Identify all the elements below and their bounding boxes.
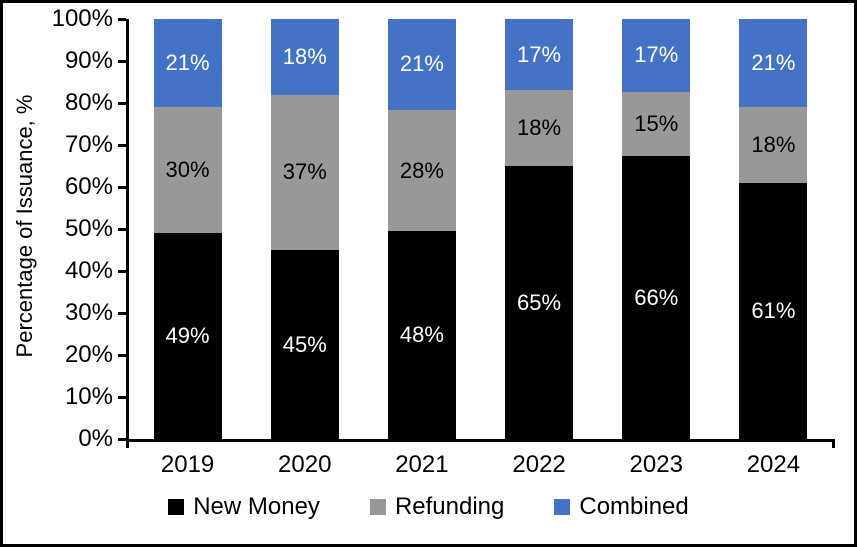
y-axis-tick-label: 60% [64, 173, 113, 200]
data-label: 65% [517, 289, 562, 315]
data-label: 37% [282, 159, 327, 185]
y-axis-tick-label: 80% [64, 89, 113, 116]
x-axis-label: 2022 [512, 451, 566, 478]
bar-segment-combined: 17% [622, 19, 691, 92]
data-label: 61% [751, 297, 796, 323]
bar-segment-refunding: 28% [387, 109, 456, 232]
y-axis-tick [118, 269, 126, 273]
legend-item-new-money: New Money [168, 493, 320, 521]
legend-item-refunding: Refunding [369, 493, 505, 521]
bar-segment-combined: 21% [153, 19, 222, 108]
bar-segment-new-money: 45% [270, 250, 339, 439]
legend-swatch-refunding [369, 499, 386, 515]
data-label: 18% [517, 115, 562, 141]
x-axis-label: 2023 [629, 451, 683, 478]
bar-segment-new-money: 49% [153, 233, 222, 439]
bar-segment-refunding: 30% [153, 107, 222, 234]
bar-segment-new-money: 48% [387, 231, 456, 439]
y-axis-tick [118, 437, 126, 441]
data-label: 18% [751, 132, 796, 158]
data-label: 17% [517, 41, 562, 67]
x-axis-line [126, 439, 835, 442]
legend: New Money Refunding Combined [3, 493, 854, 521]
y-axis-tick [118, 395, 126, 399]
data-label: 18% [282, 43, 327, 69]
stacked-bar-2020: 18% 37% 45% [270, 19, 339, 439]
stacked-bar-2024: 21% 18% 61% [739, 19, 808, 439]
y-axis-tick [118, 185, 126, 189]
plot-area: 21% 30% 49% 18% 37% 45% 21% 28% 48% 17% 18% 65% 17% 1… [129, 19, 832, 439]
y-axis-tick [118, 227, 126, 231]
x-axis-label: 2021 [395, 451, 449, 478]
x-axis-label: 2019 [160, 451, 215, 478]
data-label: 21% [751, 50, 796, 76]
data-label: 28% [399, 157, 444, 183]
y-axis-tick-label: 0% [78, 425, 113, 452]
y-axis-tick [118, 353, 126, 357]
y-axis-tick-label: 10% [64, 383, 113, 410]
y-axis-tick [118, 17, 126, 21]
y-axis-tick-label: 100% [51, 5, 113, 32]
y-axis-tick-label: 40% [64, 257, 113, 284]
data-label: 21% [399, 51, 444, 77]
y-axis-tick-label: 50% [64, 215, 113, 242]
data-label: 48% [399, 322, 444, 348]
bar-segment-refunding: 18% [739, 107, 808, 183]
legend-item-combined: Combined [554, 493, 689, 521]
bar-segment-refunding: 37% [270, 94, 339, 250]
legend-label: Combined [579, 493, 689, 520]
bar-segment-refunding: 15% [622, 91, 691, 157]
y-axis-tick-label: 30% [64, 299, 113, 326]
bar-segment-new-money: 66% [622, 156, 691, 439]
bar-segment-new-money: 61% [739, 182, 808, 439]
y-axis-tick [118, 59, 126, 63]
stacked-bar-2019: 21% 30% 49% [153, 19, 222, 439]
y-axis-tick-label: 90% [64, 47, 113, 74]
bar-segment-refunding: 18% [505, 90, 574, 166]
legend-label: Refunding [394, 493, 505, 520]
stacked-bar-2021: 21% 28% 48% [387, 19, 456, 439]
legend-label: New Money [193, 493, 320, 520]
bar-segment-combined: 17% [505, 19, 574, 91]
bar-segment-new-money: 65% [505, 166, 574, 439]
legend-swatch-new-money [168, 499, 185, 515]
stacked-bar-2022: 17% 18% 65% [505, 19, 574, 439]
stacked-bar-2023: 17% 15% 66% [622, 19, 691, 439]
data-label: 17% [634, 42, 679, 68]
data-label: 45% [282, 331, 327, 357]
y-axis-tick-label: 70% [64, 131, 113, 158]
bar-segment-combined: 21% [387, 19, 456, 110]
bar-segment-combined: 18% [270, 19, 339, 95]
y-axis-tick [118, 311, 126, 315]
legend-swatch-combined [554, 499, 571, 515]
x-axis-label: 2024 [746, 451, 801, 478]
data-label: 15% [634, 111, 679, 137]
y-axis-tick [118, 101, 126, 105]
data-label: 30% [165, 157, 210, 183]
bar-segment-combined: 21% [739, 19, 808, 108]
y-axis-tick-label: 20% [64, 341, 113, 368]
x-axis-end-tick [832, 442, 835, 448]
data-label: 49% [165, 323, 210, 349]
data-label: 66% [634, 284, 679, 310]
y-axis-line [126, 19, 129, 448]
y-axis-tick [118, 143, 126, 147]
data-label: 21% [165, 50, 210, 76]
x-axis-label: 2020 [278, 451, 332, 478]
